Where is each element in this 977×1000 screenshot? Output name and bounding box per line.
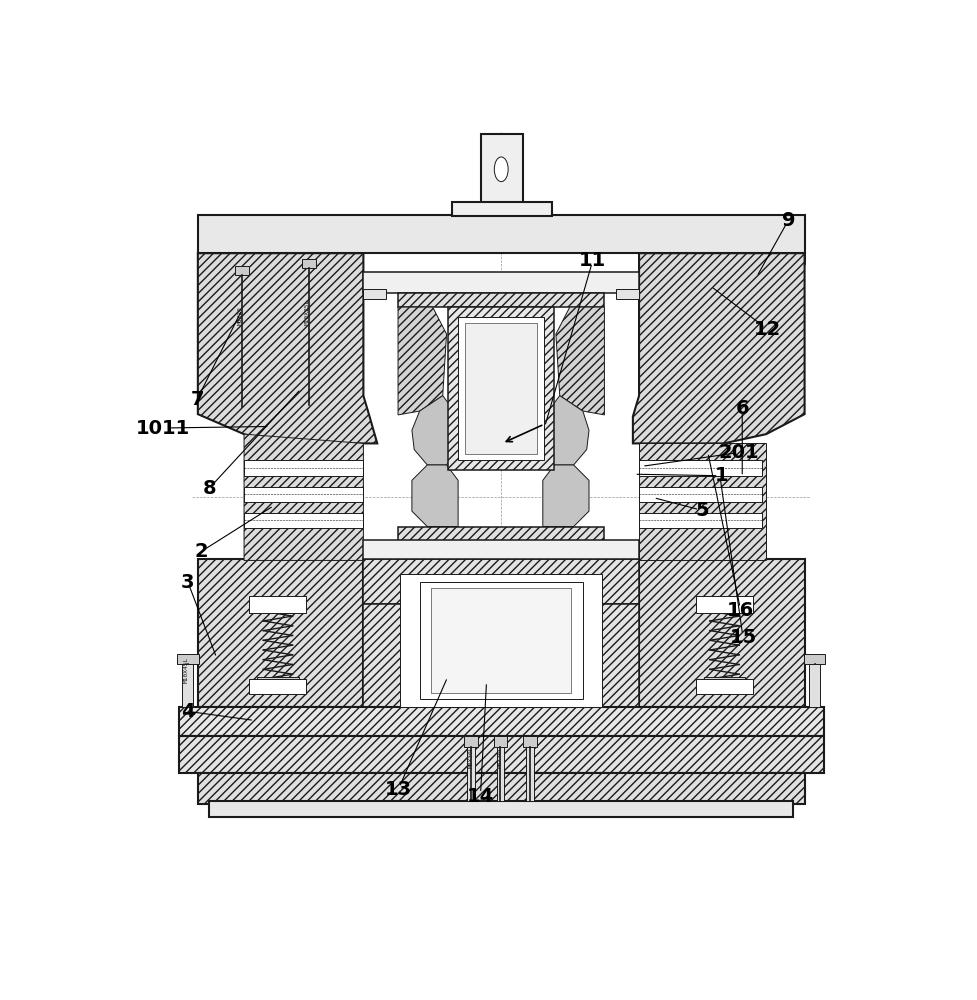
- Bar: [363, 559, 638, 604]
- Bar: [757, 253, 804, 264]
- Bar: [249, 679, 306, 694]
- Polygon shape: [411, 396, 461, 465]
- Bar: [363, 272, 638, 293]
- Text: M8X20: M8X20: [237, 306, 242, 325]
- Polygon shape: [197, 559, 363, 707]
- Text: 5: 5: [695, 501, 708, 520]
- Bar: [257, 677, 298, 682]
- Bar: [363, 604, 638, 707]
- Bar: [179, 736, 823, 773]
- Bar: [257, 608, 298, 613]
- Polygon shape: [244, 434, 363, 560]
- Bar: [703, 608, 744, 613]
- Bar: [400, 574, 602, 707]
- Text: 15: 15: [729, 628, 756, 647]
- Bar: [467, 747, 475, 801]
- Text: 13: 13: [384, 780, 411, 799]
- Text: M8X30L: M8X30L: [468, 745, 474, 768]
- Text: 1: 1: [714, 466, 728, 485]
- Bar: [457, 317, 544, 460]
- Bar: [249, 596, 306, 613]
- Text: 16: 16: [726, 601, 753, 620]
- Polygon shape: [542, 465, 588, 527]
- Bar: [526, 747, 533, 801]
- Bar: [302, 259, 316, 268]
- Bar: [177, 654, 198, 664]
- Bar: [481, 134, 523, 205]
- Polygon shape: [632, 253, 804, 443]
- Bar: [183, 664, 193, 707]
- Text: 4: 4: [181, 702, 194, 721]
- Bar: [363, 540, 638, 559]
- Polygon shape: [555, 307, 604, 415]
- Bar: [451, 202, 551, 216]
- Bar: [703, 677, 744, 682]
- Text: 8: 8: [202, 479, 216, 498]
- Text: 1011: 1011: [136, 418, 191, 438]
- Text: 3: 3: [181, 572, 194, 591]
- Bar: [493, 736, 507, 747]
- Text: 7: 7: [191, 390, 203, 409]
- Polygon shape: [197, 253, 377, 443]
- Bar: [638, 487, 761, 502]
- Text: 9: 9: [781, 211, 794, 230]
- Bar: [447, 307, 554, 470]
- Bar: [419, 582, 582, 699]
- Polygon shape: [638, 443, 765, 560]
- Bar: [696, 596, 752, 613]
- Bar: [398, 527, 604, 542]
- Polygon shape: [540, 396, 588, 465]
- Bar: [179, 707, 823, 736]
- Text: M8X30L: M8X30L: [497, 745, 502, 768]
- Bar: [616, 289, 638, 299]
- Bar: [496, 747, 504, 801]
- Text: 201: 201: [717, 443, 758, 462]
- Bar: [197, 215, 804, 253]
- Bar: [523, 736, 536, 747]
- Polygon shape: [411, 465, 457, 527]
- Bar: [638, 460, 761, 476]
- Bar: [244, 460, 363, 476]
- Text: 14: 14: [466, 787, 493, 806]
- Bar: [197, 773, 804, 804]
- Bar: [197, 253, 244, 264]
- Text: M10X45L: M10X45L: [184, 657, 189, 683]
- Bar: [244, 487, 363, 502]
- Bar: [803, 654, 825, 664]
- Bar: [464, 323, 537, 454]
- Polygon shape: [638, 559, 804, 707]
- Bar: [363, 289, 386, 299]
- Bar: [209, 801, 792, 817]
- Ellipse shape: [493, 157, 508, 182]
- Polygon shape: [398, 307, 446, 415]
- Bar: [234, 266, 248, 275]
- Text: 11: 11: [578, 251, 606, 270]
- Bar: [638, 513, 761, 528]
- Bar: [696, 679, 752, 694]
- Text: 6: 6: [735, 399, 748, 418]
- Bar: [244, 513, 363, 528]
- Bar: [464, 736, 478, 747]
- Bar: [398, 293, 604, 307]
- Bar: [431, 588, 571, 693]
- Text: 2: 2: [194, 542, 208, 561]
- Text: M10X25L: M10X25L: [305, 299, 310, 325]
- Text: 12: 12: [753, 320, 781, 339]
- Bar: [808, 664, 819, 707]
